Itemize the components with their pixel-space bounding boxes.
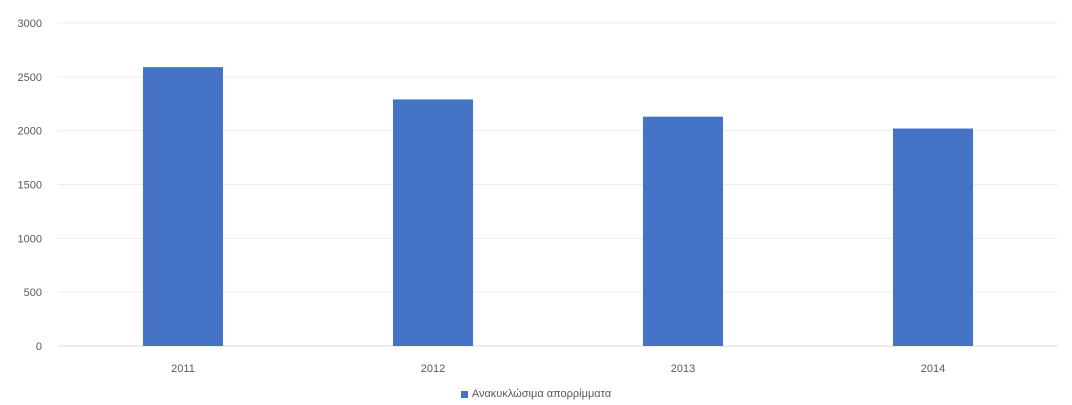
gridlines [58, 22, 1058, 347]
x-tick-label: 2012 [421, 363, 445, 375]
y-tick-label: 3000 [18, 18, 42, 30]
y-tick-label: 2500 [18, 72, 42, 84]
y-tick-label: 1500 [18, 180, 42, 192]
bar-2013 [643, 116, 723, 346]
y-tick-label: 2000 [18, 126, 42, 138]
y-tick-label: 0 [36, 341, 42, 353]
y-axis-tick-labels: 0 500 1000 1500 2000 2500 3000 [18, 18, 42, 353]
legend-swatch [460, 390, 468, 398]
bar-2011 [143, 67, 223, 346]
legend: Ανακυκλώσιμα απορρίμματα [0, 388, 1072, 400]
x-tick-label: 2014 [921, 363, 945, 375]
x-tick-label: 2011 [171, 363, 195, 375]
bar-2014 [893, 128, 973, 346]
bar-2012 [393, 99, 473, 347]
y-tick-label: 500 [24, 287, 42, 299]
legend-label: Ανακυκλώσιμα απορρίμματα [471, 388, 612, 401]
x-tick-label: 2013 [671, 363, 695, 375]
x-axis-tick-labels: 2011 2012 2013 2014 [171, 363, 945, 375]
y-tick-label: 1000 [18, 233, 42, 245]
bars [143, 67, 973, 347]
